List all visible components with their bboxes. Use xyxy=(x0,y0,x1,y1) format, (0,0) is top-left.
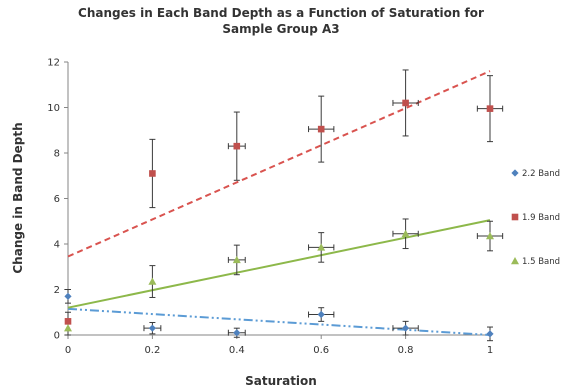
data-markers xyxy=(64,99,494,338)
data-point-1-9-band xyxy=(64,318,72,325)
data-point-1-9-band xyxy=(233,142,241,150)
data-point-1-5-band xyxy=(232,255,241,264)
data-point-1-5-band xyxy=(486,232,494,240)
y-tick-label: 2 xyxy=(54,285,60,296)
data-point-2-2-band xyxy=(233,329,241,337)
x-tick-label: 0.4 xyxy=(229,345,245,356)
x-tick-label: 0.8 xyxy=(398,345,414,356)
trendline-1-9-band xyxy=(67,70,491,258)
error-bars xyxy=(65,69,504,342)
x-tick-label: 0 xyxy=(65,345,71,356)
data-point-2-2-band xyxy=(402,324,410,332)
trendline-2-2-band xyxy=(67,307,491,336)
y-tick-label: 4 xyxy=(54,240,60,251)
data-point-1-9-band xyxy=(317,125,325,133)
data-point-1-9-band xyxy=(149,170,156,177)
legend-label-1-9-band: 1.9 Band xyxy=(522,213,560,223)
legend-marker-1-9-band xyxy=(511,213,519,221)
y-tick-label: 10 xyxy=(47,103,60,114)
trendlines xyxy=(67,70,491,336)
legend-label-1-5-band: 1.5 Band xyxy=(522,257,560,267)
data-point-1-5-band xyxy=(401,229,410,237)
y-tick-label: 6 xyxy=(54,194,60,205)
y-tick-label: 0 xyxy=(54,331,60,342)
legend-marker-1-5-band xyxy=(511,257,519,265)
data-point-1-9-band xyxy=(402,99,409,107)
y-ticks: 0 2 4 6 8 10 12 xyxy=(47,58,68,342)
y-tick-label: 8 xyxy=(54,149,60,160)
x-tick-label: 0.6 xyxy=(313,345,329,356)
x-ticks: 0 0.2 0.4 0.6 0.8 1 xyxy=(65,335,493,356)
legend-marker-2-2-band xyxy=(511,169,519,177)
x-tick-label: 0.2 xyxy=(144,345,160,356)
data-point-2-2-band xyxy=(64,292,72,300)
trendline-1-5-band xyxy=(67,219,491,309)
data-point-2-2-band xyxy=(148,324,156,332)
x-axis-label: Saturation xyxy=(245,374,317,388)
data-point-2-2-band xyxy=(486,330,494,338)
chart-title-line-2: Sample Group A3 xyxy=(222,22,339,36)
chart-title-line-1: Changes in Each Band Depth as a Function… xyxy=(78,6,484,20)
legend-label-2-2-band: 2.2 Band xyxy=(522,169,560,179)
legend: 2.2 Band 1.9 Band 1.5 Band xyxy=(511,169,560,267)
data-point-2-2-band xyxy=(317,310,325,319)
data-point-1-9-band xyxy=(486,105,494,112)
data-point-1-5-band xyxy=(148,277,157,285)
data-point-1-5-band xyxy=(64,324,72,332)
x-tick-label: 1 xyxy=(487,345,493,356)
y-axis-label: Change in Band Depth xyxy=(11,122,25,273)
data-point-1-5-band xyxy=(317,243,326,251)
y-tick-label: 12 xyxy=(47,58,60,69)
